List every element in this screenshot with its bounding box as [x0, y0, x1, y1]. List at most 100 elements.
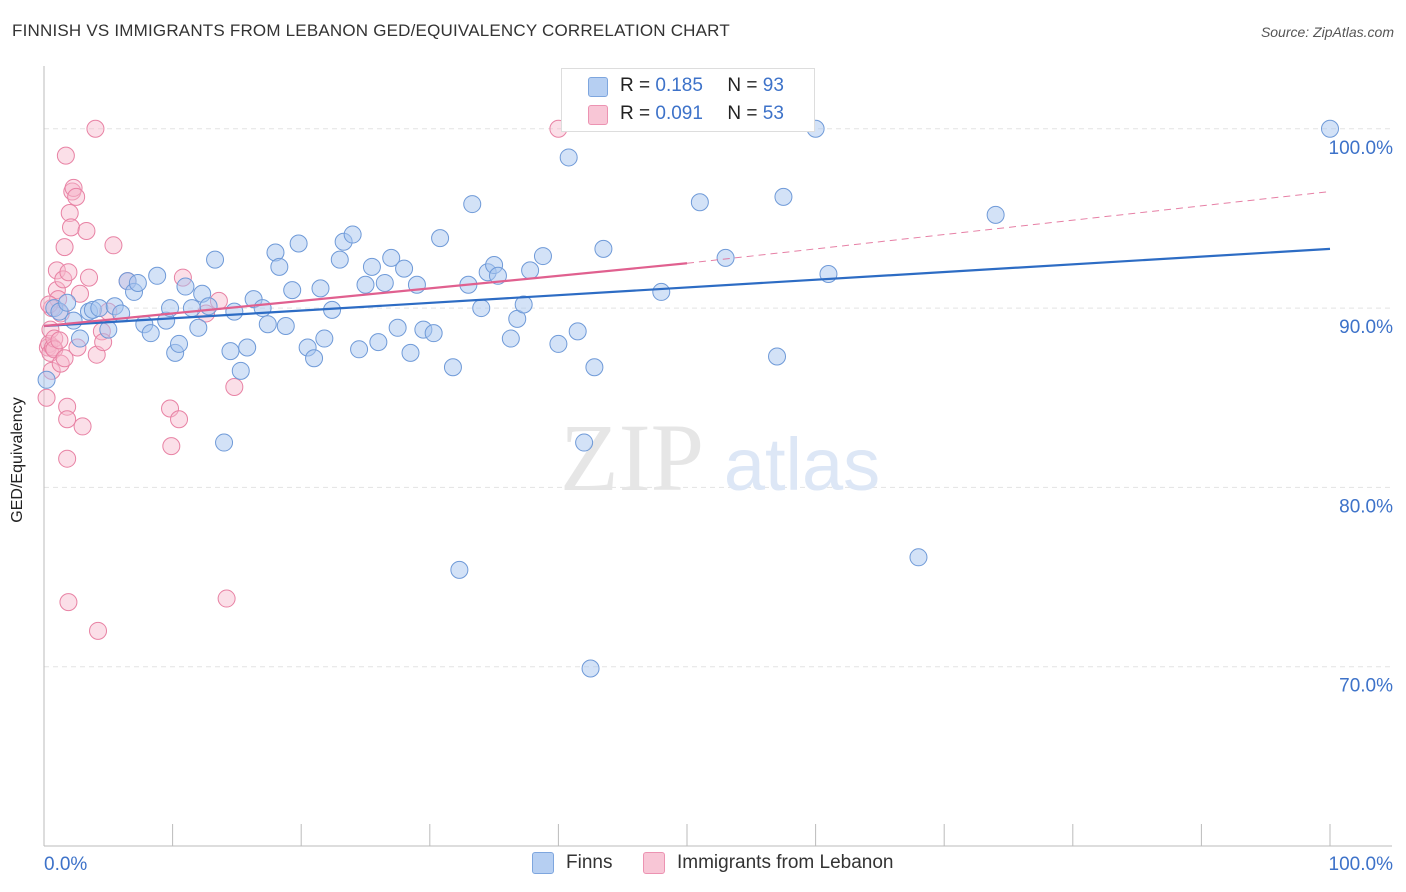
lebanon-point — [86, 119, 105, 138]
finns-point — [424, 324, 443, 343]
finns-point — [221, 342, 240, 361]
lebanon-point — [80, 268, 99, 287]
finns-point — [343, 225, 362, 244]
lebanon-point — [62, 218, 81, 237]
chart-title: FINNISH VS IMMIGRANTS FROM LEBANON GED/E… — [12, 21, 730, 40]
finns-point — [283, 281, 302, 300]
finns-point — [909, 548, 928, 567]
lebanon-point — [56, 146, 75, 165]
source-label: Source: ZipAtlas.com — [1260, 24, 1394, 40]
legend-n-label: N = — [727, 103, 758, 124]
lebanon-point — [58, 410, 77, 429]
finns-point — [549, 334, 568, 353]
finns-point — [514, 295, 533, 314]
lebanon-trend-line — [43, 262, 688, 328]
y-tick-label: 70.0% — [1339, 676, 1393, 697]
lebanon-point — [58, 397, 77, 416]
y-axis-label: GED/Equivalency — [9, 397, 26, 523]
lebanon-point — [59, 263, 78, 282]
watermark-atlas: atlas — [724, 423, 880, 506]
finns-point — [289, 234, 308, 253]
lebanon-point — [225, 377, 244, 396]
axes — [43, 66, 1392, 847]
finns-point — [141, 324, 160, 343]
finns-swatch — [532, 852, 554, 874]
finns-point — [238, 338, 257, 357]
lebanon-point — [50, 331, 69, 350]
finns-point — [128, 273, 147, 292]
x-tick-label: 100.0% — [1329, 854, 1394, 875]
finns-point — [1321, 119, 1339, 138]
legend-r-label: R = — [620, 75, 651, 96]
finns-point — [443, 358, 462, 377]
finns-point — [533, 247, 552, 266]
finns-point — [37, 370, 56, 389]
finns-point — [521, 261, 540, 280]
finns-point — [258, 315, 277, 334]
finns-point — [215, 433, 234, 452]
finns-point — [58, 293, 77, 312]
finns-point — [401, 343, 420, 362]
lebanon-point — [37, 388, 56, 407]
finns-point — [488, 266, 507, 285]
lebanon-point — [59, 593, 78, 612]
lebanon-swatch — [643, 852, 665, 874]
series-legend: Finns Immigrants from Lebanon — [0, 852, 1406, 876]
finns-point — [395, 259, 414, 278]
finns-point — [64, 311, 83, 330]
legend-item-finns[interactable]: Finns — [532, 852, 612, 874]
finns-point — [382, 248, 401, 267]
finns-point — [774, 187, 793, 206]
lebanon-point — [170, 410, 189, 429]
finns-point — [305, 349, 324, 368]
finns-point — [594, 239, 613, 258]
trend-lines — [43, 191, 1331, 328]
finns-point — [225, 302, 244, 321]
finns-point — [585, 358, 604, 377]
finns-point — [388, 318, 407, 337]
finns-point — [568, 322, 587, 341]
legend-n-value: 93 — [762, 75, 784, 96]
legend-r-label: R = — [620, 103, 651, 124]
lebanon-points — [37, 119, 568, 640]
finns-point — [270, 257, 289, 276]
x-tick-label: 0.0% — [44, 854, 87, 875]
lebanon-point — [77, 221, 96, 240]
finns-point — [71, 329, 90, 348]
legend-r-value: 0.091 — [655, 103, 703, 124]
finns-point — [99, 320, 118, 339]
watermark: ZIP atlas — [560, 404, 880, 511]
finns-point — [315, 329, 334, 348]
finns-point — [431, 229, 450, 248]
finns-point — [182, 299, 201, 318]
y-tick-label: 80.0% — [1339, 496, 1393, 517]
finns-point — [559, 148, 578, 167]
finns-point — [90, 299, 109, 318]
legend-swatch-lebanon — [588, 105, 608, 125]
legend-label-lebanon: Immigrants from Lebanon — [677, 852, 894, 873]
legend-item-lebanon[interactable]: Immigrants from Lebanon — [643, 852, 894, 874]
finns-point — [199, 297, 218, 316]
finns-point — [276, 317, 295, 335]
finns-point — [369, 333, 388, 352]
finns-point — [206, 250, 225, 269]
legend-row-lebanon: R = 0.091 N = 53 — [620, 102, 784, 126]
finns-point — [350, 340, 369, 359]
finns-point — [986, 205, 1005, 224]
lebanon-point — [71, 284, 90, 303]
lebanon-point — [58, 449, 77, 468]
lebanon-point — [67, 187, 86, 206]
finns-point — [768, 347, 787, 366]
finns-point — [311, 279, 330, 298]
finns-point — [472, 299, 491, 318]
lebanon-point — [89, 621, 108, 640]
y-tick-label: 90.0% — [1339, 317, 1393, 338]
legend-r-value: 0.185 — [655, 75, 703, 96]
legend-n-label: N = — [727, 75, 758, 96]
stats-legend: R = 0.185 N = 93 R = 0.091 N = 53 — [561, 68, 815, 132]
finns-point — [450, 560, 469, 579]
finns-point — [330, 250, 349, 269]
lebanon-point — [73, 417, 92, 436]
lebanon-point — [55, 349, 74, 368]
